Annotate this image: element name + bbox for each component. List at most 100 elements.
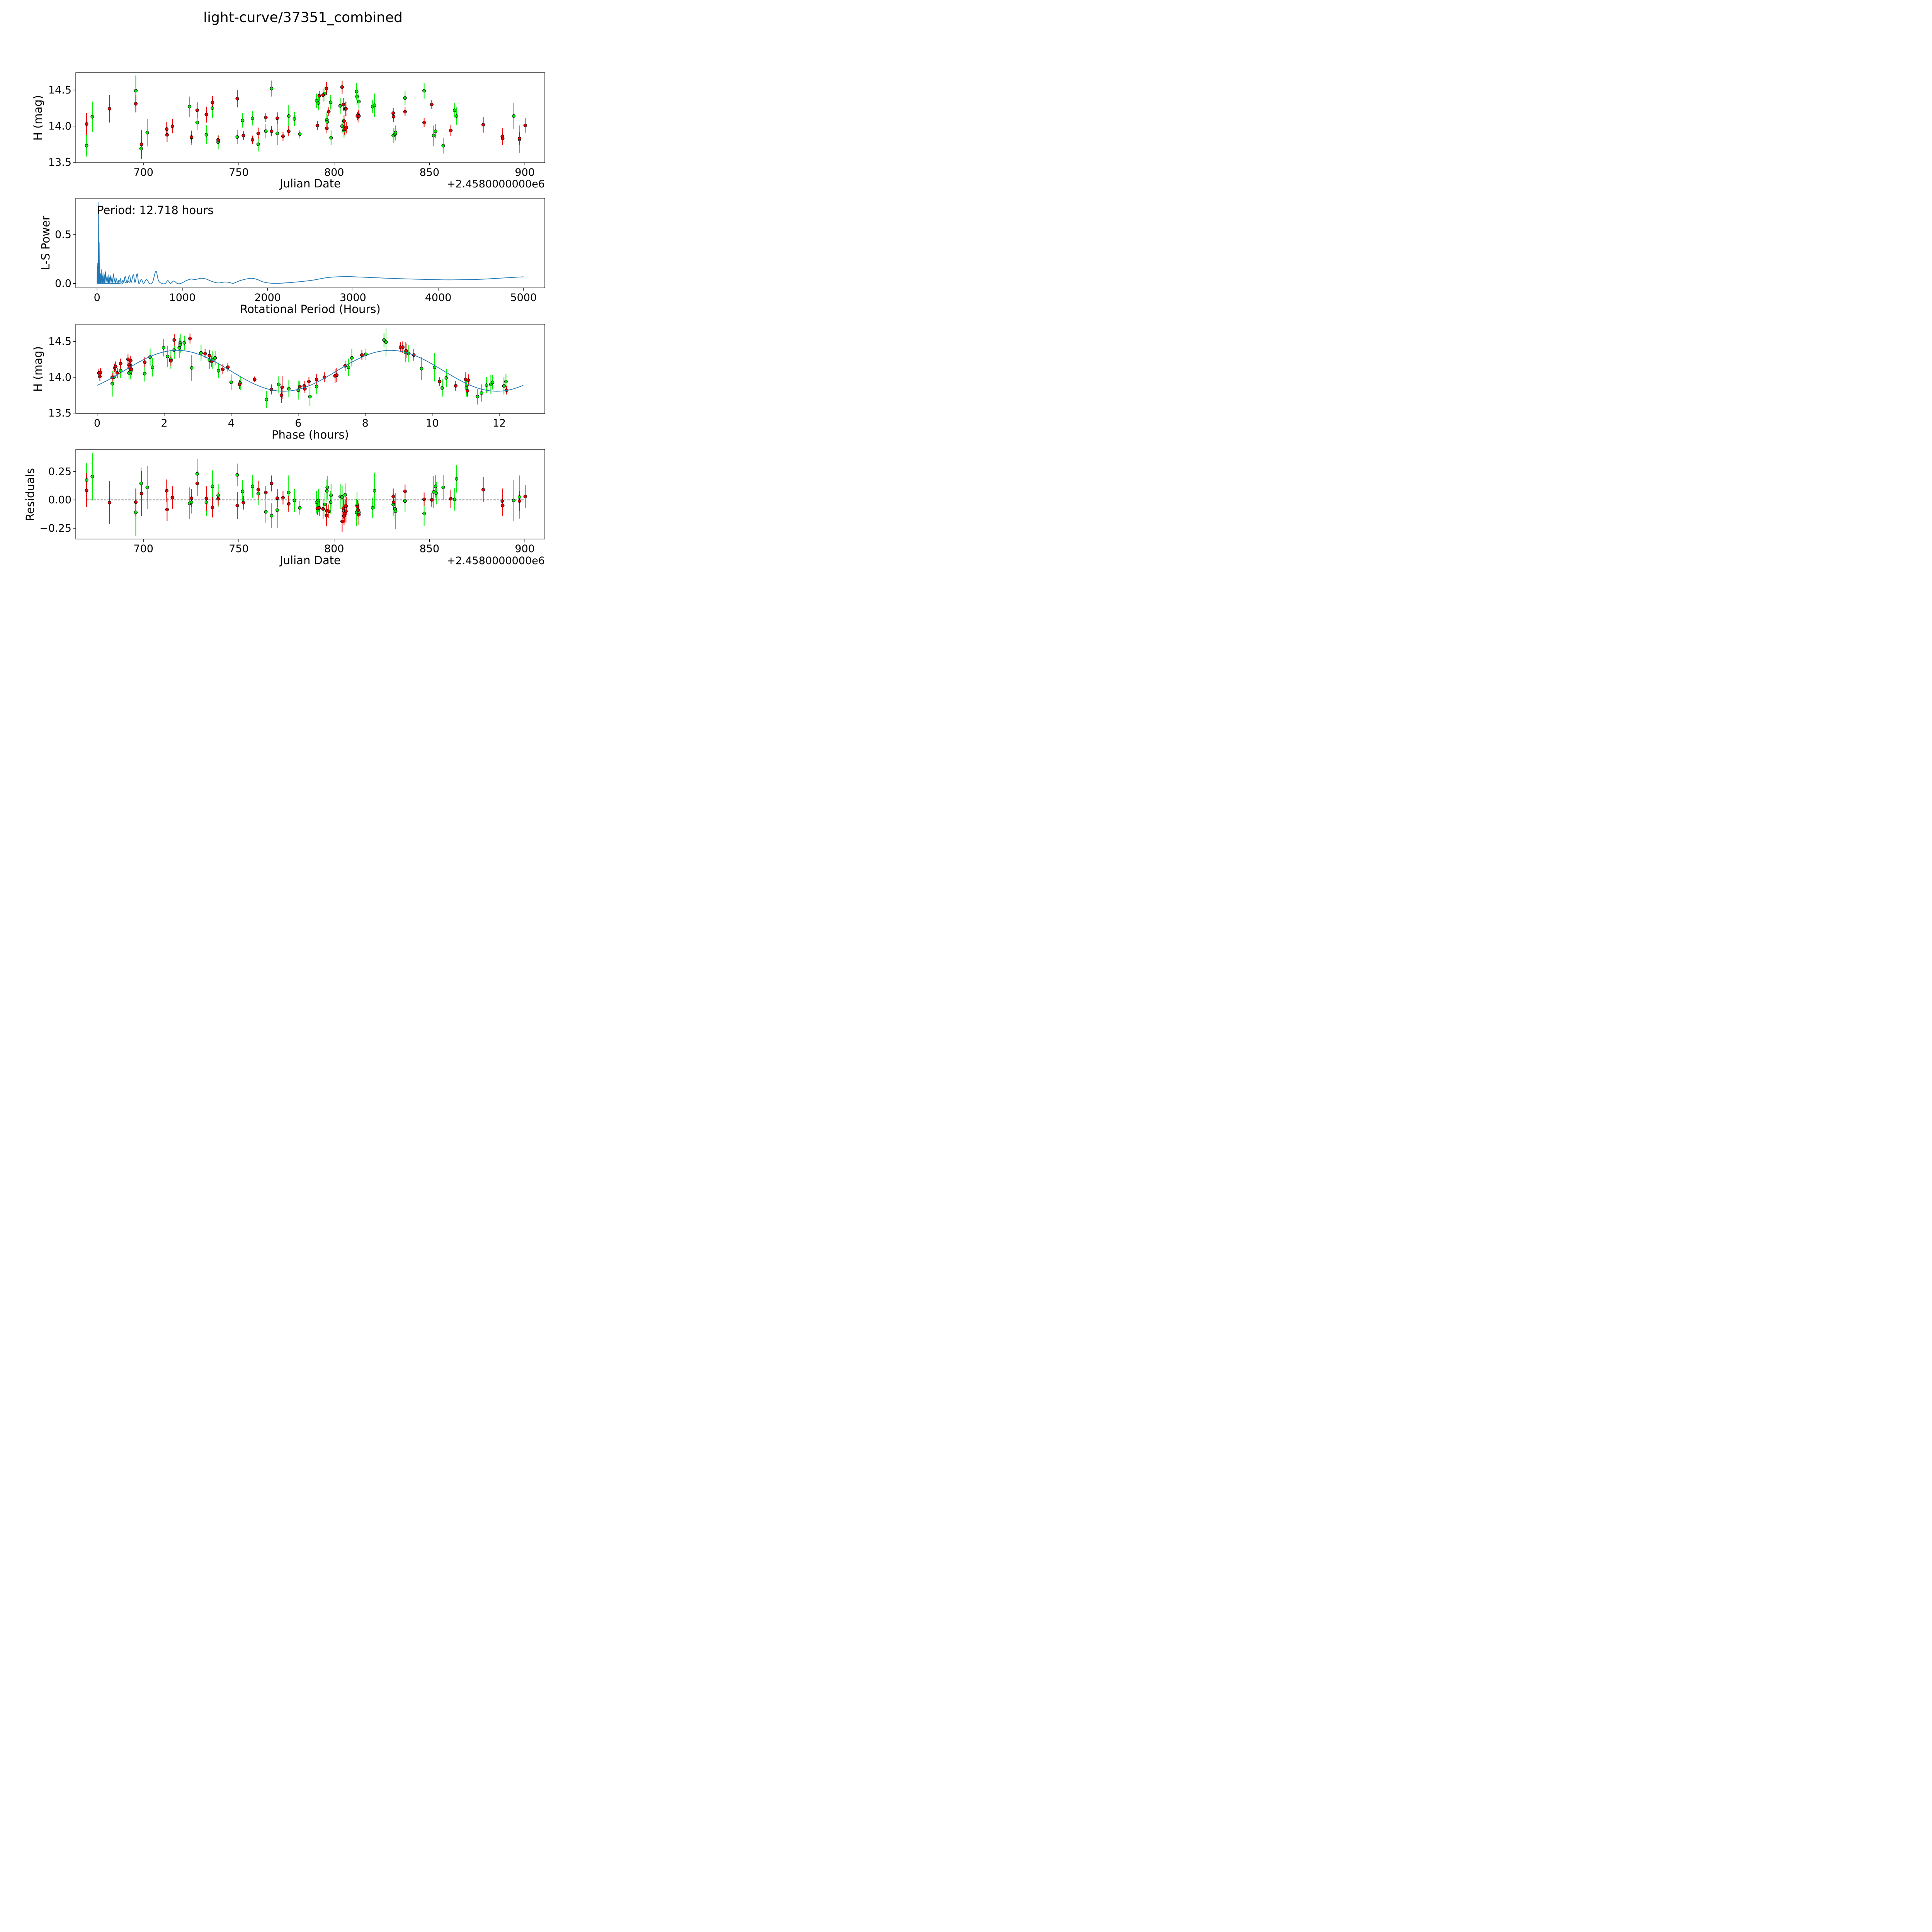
phase-curve-xtick-label: 2 bbox=[161, 417, 167, 429]
phase-curve-ytick-label: 14.5 bbox=[48, 336, 71, 348]
residuals-point-red bbox=[264, 491, 268, 495]
light-curve-point-red bbox=[315, 124, 319, 128]
phase-curve-point-green bbox=[216, 369, 220, 373]
light-curve-point-green bbox=[315, 99, 318, 103]
panel-phase-curve: 0 2 4 6 8 10 12 13.5 14.0 14.5 Phase (hours) H (m… bbox=[31, 324, 545, 441]
light-curve-ytick-label: 14.5 bbox=[48, 84, 71, 96]
light-curve-point-red bbox=[403, 110, 407, 114]
residuals-point-green bbox=[323, 502, 327, 506]
light-curve-point-red bbox=[134, 102, 138, 106]
phase-curve-point-red bbox=[404, 349, 408, 353]
periodogram-ytick-label: 0.0 bbox=[55, 278, 71, 290]
phase-curve-point-green bbox=[504, 379, 508, 383]
light-curve-point-green bbox=[432, 134, 435, 138]
phase-curve-point-red bbox=[99, 370, 102, 374]
light-curve-point-green bbox=[264, 129, 268, 133]
phase-curve-point-green bbox=[190, 366, 194, 370]
phase-curve-point-red bbox=[203, 352, 207, 355]
phase-curve-point-red bbox=[298, 384, 302, 388]
residuals-ytick-label: −0.25 bbox=[39, 522, 71, 534]
residuals-point-green bbox=[325, 485, 329, 489]
residuals-point-red bbox=[190, 496, 194, 500]
residuals-point-red bbox=[340, 519, 344, 524]
light-curve-point-green bbox=[90, 115, 94, 119]
residuals-point-red bbox=[287, 502, 291, 506]
residuals-point-red bbox=[392, 500, 396, 504]
residuals-point-green bbox=[394, 509, 398, 513]
residuals-point-red bbox=[242, 501, 245, 505]
phase-curve-point-red bbox=[279, 393, 283, 397]
light-curve-point-red bbox=[216, 138, 220, 142]
light-curve-point-red bbox=[242, 134, 245, 138]
residuals-point-red bbox=[449, 497, 453, 501]
light-curve-point-red bbox=[270, 129, 274, 133]
light-curve-point-red bbox=[344, 107, 348, 111]
light-curve-point-green bbox=[250, 116, 255, 120]
residuals-offset-label: +2.4580000000e6 bbox=[447, 555, 545, 567]
light-curve-point-green bbox=[329, 136, 333, 139]
phase-curve-point-green bbox=[440, 386, 444, 390]
phase-curve-point-green bbox=[308, 395, 312, 398]
residuals-point-green bbox=[139, 481, 143, 485]
residuals-point-red bbox=[276, 496, 279, 500]
residuals-point-red bbox=[211, 505, 214, 509]
light-curve-point-green bbox=[340, 124, 344, 128]
light-curve-point-red bbox=[204, 112, 208, 117]
phase-curve-point-green bbox=[287, 387, 291, 391]
residuals-point-green bbox=[145, 485, 149, 489]
residuals-point-red bbox=[403, 490, 407, 493]
residuals-point-red bbox=[134, 500, 138, 504]
light-curve-xtick-label: 700 bbox=[133, 167, 153, 179]
light-curve-point-green bbox=[256, 142, 260, 146]
phase-curve-point-red bbox=[98, 374, 102, 378]
phase-curve-point-green bbox=[172, 348, 176, 352]
periodogram-xtick-label: 4000 bbox=[425, 292, 452, 304]
phase-curve-point-red bbox=[143, 360, 147, 364]
periodogram-xtick-label: 0 bbox=[94, 292, 100, 304]
phase-curve-point-green bbox=[444, 376, 448, 380]
residuals-point-green bbox=[517, 495, 521, 499]
residuals-point-red bbox=[500, 499, 504, 503]
residuals-point-green bbox=[287, 491, 291, 495]
light-curve-point-red bbox=[165, 133, 169, 137]
residuals-point-red bbox=[356, 508, 360, 512]
light-curve-point-green bbox=[145, 131, 149, 134]
phase-curve-point-red bbox=[207, 354, 211, 358]
light-curve-point-green bbox=[434, 129, 437, 133]
phase-curve-point-green bbox=[162, 346, 165, 350]
periodogram-xtick-label: 3000 bbox=[340, 292, 366, 304]
light-curve-point-red bbox=[195, 108, 199, 112]
residuals-point-red bbox=[107, 501, 111, 505]
residuals-point-green bbox=[204, 500, 208, 504]
residuals-point-red bbox=[523, 495, 527, 498]
residuals-point-green bbox=[195, 472, 199, 476]
light-curve-point-green bbox=[329, 100, 333, 104]
residuals-point-red bbox=[517, 499, 521, 503]
light-curve-point-red bbox=[235, 97, 239, 100]
phase-curve-point-red bbox=[454, 384, 457, 388]
light-curve-point-green bbox=[357, 100, 361, 104]
residuals-point-green bbox=[371, 506, 374, 510]
residuals-point-red bbox=[195, 481, 199, 485]
light-curve-point-green bbox=[134, 89, 138, 93]
panel-periodogram: 0 1000 2000 3000 4000 5000 0.0 0.5 Period: 12.7… bbox=[39, 198, 545, 316]
residuals-point-green bbox=[276, 508, 279, 512]
light-curve-point-green bbox=[338, 104, 342, 108]
light-curve-offset-label: +2.4580000000e6 bbox=[447, 178, 545, 190]
light-curve-point-red bbox=[325, 126, 329, 130]
residuals-marks: 700 750 800 850 900 −0.25 0.00 0.25 bbox=[39, 452, 535, 555]
phase-curve-xtick-label: 12 bbox=[493, 417, 506, 429]
light-curve-point-red bbox=[430, 102, 434, 106]
periodogram-frame bbox=[75, 198, 545, 288]
phase-curve-marks: 0 2 4 6 8 10 12 13.5 14.0 14.5 bbox=[48, 328, 524, 429]
light-curve-point-red bbox=[344, 126, 348, 129]
light-curve-point-red bbox=[341, 102, 345, 106]
residuals-point-red bbox=[341, 507, 345, 510]
light-curve-point-green bbox=[276, 131, 279, 135]
light-curve-point-green bbox=[422, 89, 426, 93]
residuals-point-green bbox=[325, 489, 329, 493]
light-curve-xtick-label: 900 bbox=[515, 167, 535, 179]
light-curve-point-red bbox=[264, 116, 268, 119]
residuals-point-red bbox=[355, 505, 359, 509]
light-curve-point-red bbox=[107, 107, 111, 111]
